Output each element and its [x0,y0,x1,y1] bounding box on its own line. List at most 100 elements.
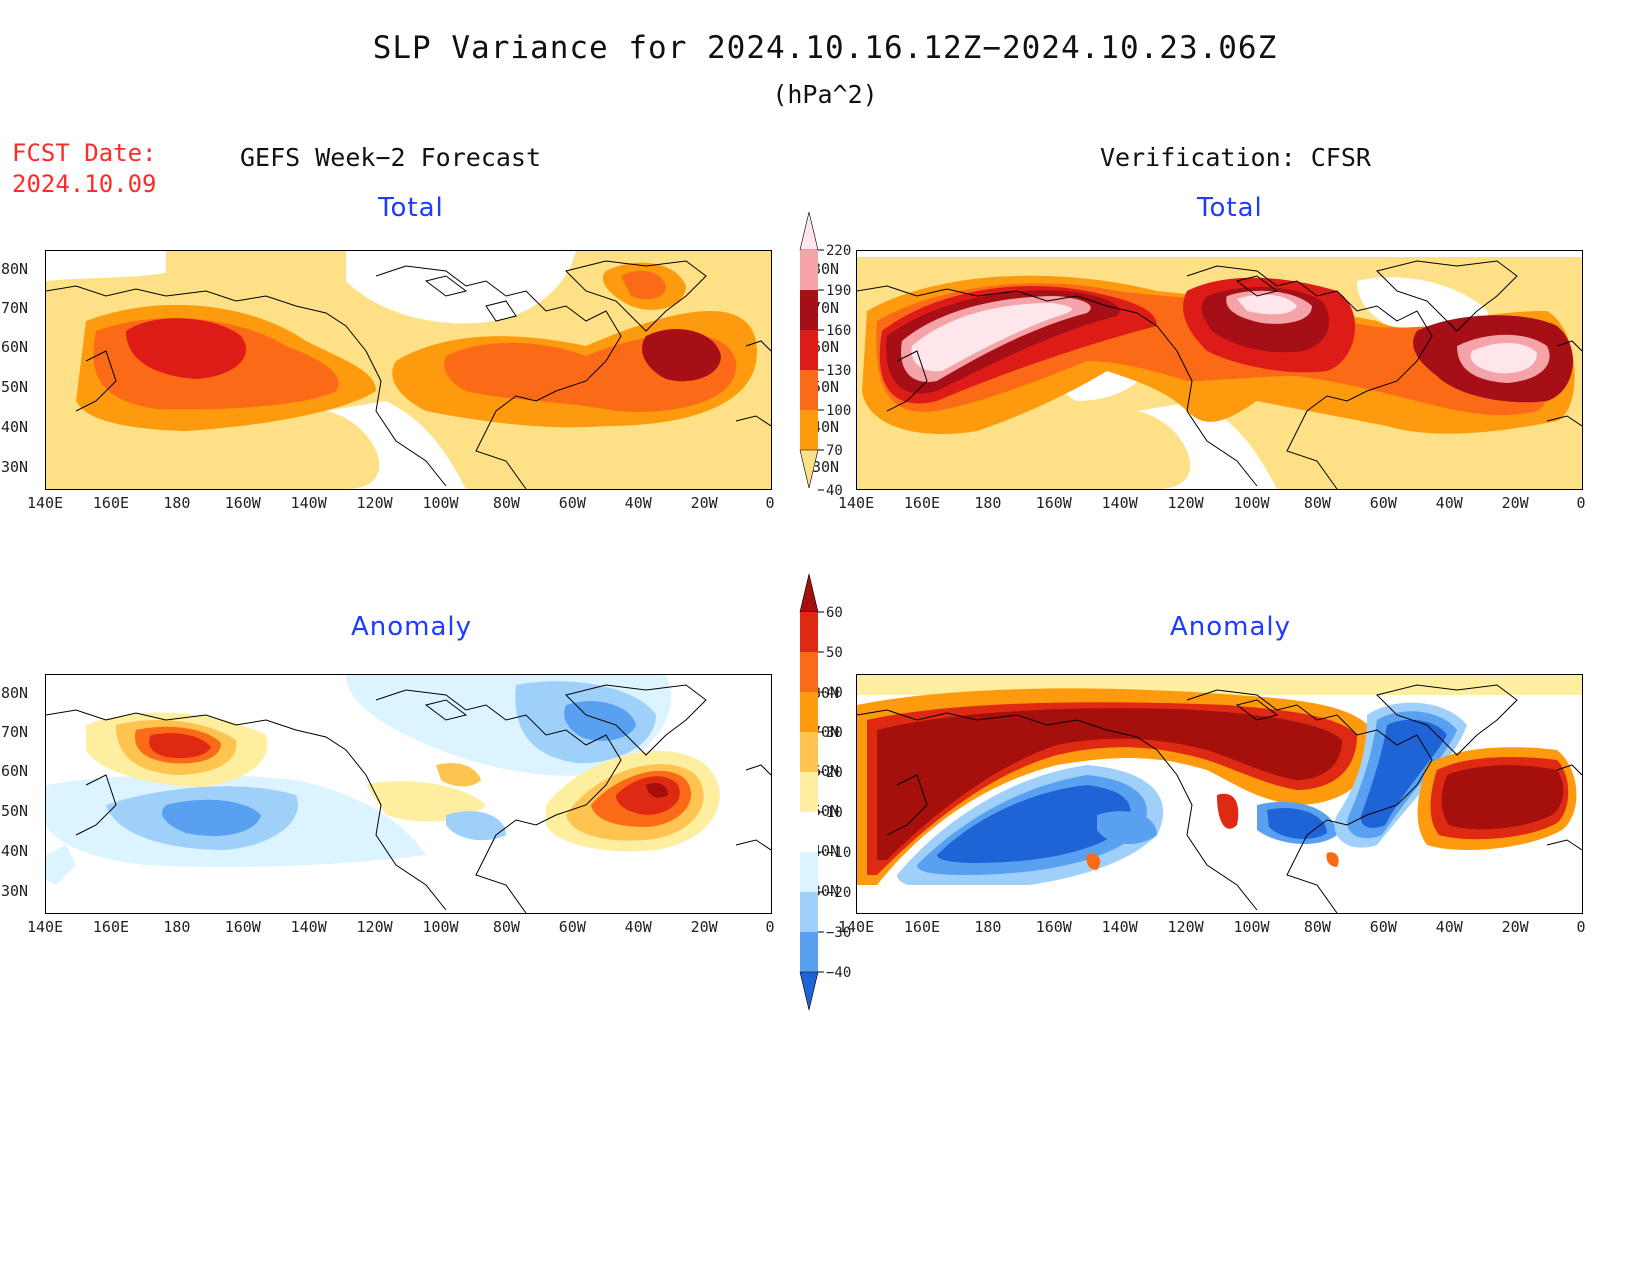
lon-label-bl-6: 100W [422,918,459,936]
lon-label-tl-5: 120W [356,494,393,512]
lon-label-tl-11: 0 [765,494,775,512]
lon-label-tr-0: 140E [838,494,875,512]
colorbar-level-label: 130 [826,363,851,379]
colorbar-top-arrow [799,211,819,251]
lat-label-br-1: 70N [812,723,840,741]
colorbar-level-label: 100 [826,403,851,419]
lon-label-tr-9: 40W [1435,494,1463,512]
lon-label-br-8: 60W [1369,918,1397,936]
colorbar-level-label: 50 [826,645,843,661]
colorbar-segment [800,852,818,892]
colorbar-level-label: 190 [826,283,851,299]
lon-label-tr-10: 20W [1501,494,1529,512]
lat-label-br-3: 50N [812,802,840,820]
lon-label-br-9: 40W [1435,918,1463,936]
lon-label-bl-7: 80W [492,918,520,936]
lat-label-tl-5: 30N [1,458,29,476]
colorbar-segment [800,892,818,932]
colorbar-segment [800,732,818,772]
map-verification-anomaly [856,674,1583,914]
lon-label-tl-2: 180 [163,494,191,512]
colorbar-segment [800,612,818,652]
lon-label-tl-0: 140E [27,494,64,512]
colorbar-level-label: −20 [826,885,851,901]
anomaly-colorbar: 60 50 40 30 20 10 −10 −20 −30 −40 [799,573,851,1011]
colorbar-level-label: −10 [826,845,851,861]
colorbar-segment [800,330,818,370]
forecast-date-label: FCST Date: [12,139,157,167]
colorbar-level-label: 40 [826,483,843,499]
colorbar-segment [800,652,818,692]
lon-label-tl-9: 40W [624,494,652,512]
lon-label-br-6: 100W [1233,918,1270,936]
lon-label-tl-6: 100W [422,494,459,512]
map-verification-total [856,250,1583,490]
forecast-date-block: FCST Date: 2024.10.09 [12,138,157,200]
figure-title: SLP Variance for 2024.10.16.12Z−2024.10.… [372,30,1278,66]
lat-label-br-4: 40N [812,842,840,860]
total-colorbar: 220 190 160 130 100 70 40 [799,211,851,499]
lon-label-bl-10: 20W [690,918,718,936]
colorbar-segment [800,250,818,290]
lon-label-tl-10: 20W [690,494,718,512]
colorbar-segment [800,410,818,450]
lon-label-br-3: 160W [1035,918,1072,936]
lat-label-tl-1: 70N [1,299,29,317]
lat-label-bl-1: 70N [1,723,29,741]
lat-label-tl-4: 40N [1,418,29,436]
lat-label-br-0: 80N [812,684,840,702]
lon-label-bl-5: 120W [356,918,393,936]
colorbar-level-label: −30 [826,925,851,941]
figure-units: (hPa^2) [772,80,878,109]
colorbar-level-label: 220 [826,243,851,259]
lat-label-tr-2: 60N [812,338,840,356]
lon-label-bl-2: 180 [163,918,191,936]
lon-label-br-5: 120W [1167,918,1204,936]
lon-label-tl-3: 160W [224,494,261,512]
lat-label-tr-1: 70N [812,299,840,317]
lon-label-tl-4: 140W [290,494,327,512]
lon-label-tr-6: 100W [1233,494,1270,512]
colorbar-level-label: 60 [826,605,843,621]
lon-label-br-4: 140W [1101,918,1138,936]
lon-label-br-1: 160E [903,918,941,936]
lon-label-br-11: 0 [1576,918,1586,936]
colorbar-segment [800,370,818,410]
lon-label-bl-8: 60W [558,918,586,936]
lon-label-bl-4: 140W [290,918,327,936]
panel-title-verification-anomaly: Anomaly [1170,612,1292,642]
lon-label-bl-11: 0 [765,918,775,936]
verification-heading: Verification: CFSR [1100,143,1371,172]
lon-label-tl-7: 80W [492,494,520,512]
lon-label-bl-9: 40W [624,918,652,936]
colorbar-level-label: 20 [826,765,843,781]
lon-label-br-10: 20W [1501,918,1529,936]
colorbar-segment [800,692,818,732]
lat-label-br-5: 30N [812,882,840,900]
lon-label-bl-1: 160E [92,918,130,936]
lon-label-tr-8: 60W [1369,494,1397,512]
lat-label-tr-5: 30N [812,458,840,476]
lat-label-tl-3: 50N [1,378,29,396]
lon-label-tr-2: 180 [974,494,1002,512]
panel-title-forecast-total: Total [378,193,444,223]
lon-label-bl-3: 160W [224,918,261,936]
colorbar-segment [800,812,818,852]
colorbar-level-label: −40 [826,965,851,981]
lon-label-tr-3: 160W [1035,494,1072,512]
panel-title-verification-total: Total [1197,193,1263,223]
colorbar-level-label: 30 [826,725,843,741]
colorbar-segment [800,932,818,972]
lon-label-tr-4: 140W [1101,494,1138,512]
lon-label-tr-1: 160E [903,494,941,512]
lat-label-tl-0: 80N [1,260,29,278]
lon-label-tr-5: 120W [1167,494,1204,512]
lat-label-br-2: 60N [812,762,840,780]
lat-label-bl-3: 50N [1,802,29,820]
lat-label-tr-4: 40N [812,418,840,436]
map-forecast-total [45,250,772,490]
forecast-heading: GEFS Week−2 Forecast [240,143,542,172]
lat-label-bl-0: 80N [1,684,29,702]
lon-label-br-2: 180 [974,918,1002,936]
lat-label-bl-4: 40N [1,842,29,860]
